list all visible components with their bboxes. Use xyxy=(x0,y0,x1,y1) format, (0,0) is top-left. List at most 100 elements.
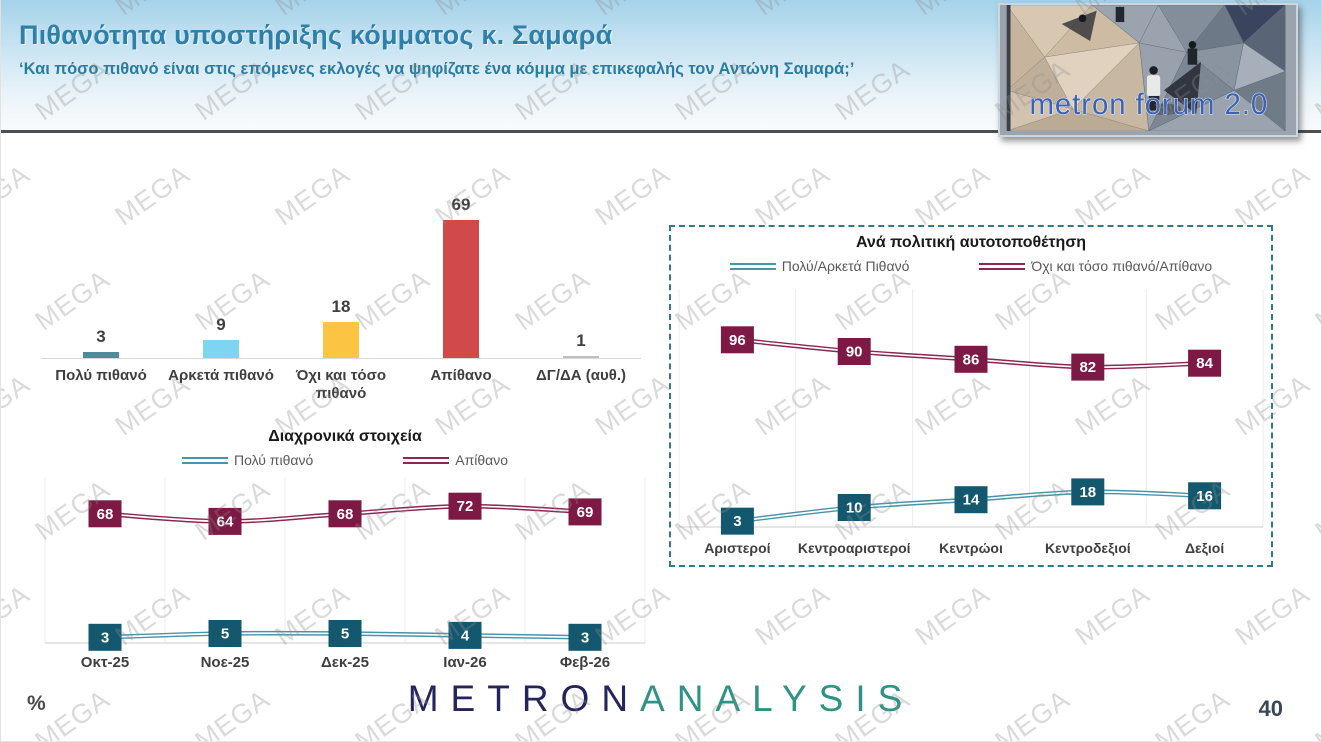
probability-bar-chart: 3 9 18 69 1 Πολύ πιθανό Αρκετά πιθανό Όχι και … xyxy=(41,190,641,403)
svg-text:68: 68 xyxy=(97,506,114,523)
data-label: 3 xyxy=(88,623,122,651)
metron-analysis-logo: METRONANALYSIS xyxy=(1,678,1321,720)
trend-line-chart: Διαχρονικά στοιχεία Πολύ πιθανό Απίθανο 3… xyxy=(39,428,651,681)
x-axis-label: Κεντρώοι xyxy=(939,540,1003,556)
bar-value-label: 69 xyxy=(451,195,471,214)
data-label: 68 xyxy=(88,500,122,528)
svg-text:90: 90 xyxy=(846,344,863,361)
data-label: 86 xyxy=(954,345,988,373)
bar xyxy=(203,340,239,358)
svg-text:96: 96 xyxy=(729,332,746,349)
watermark-text: MEGA xyxy=(1069,578,1156,652)
page-title: Πιθανότητα υποστήριξης κόμματος κ. Σαμαρ… xyxy=(19,20,613,50)
svg-text:5: 5 xyxy=(341,626,349,643)
data-label: 72 xyxy=(448,492,482,520)
legend-item: Πολύ πιθανό xyxy=(181,452,314,468)
data-label: 10 xyxy=(837,494,871,521)
svg-text:3: 3 xyxy=(101,629,109,646)
watermark-text: MEGA xyxy=(1,158,36,232)
legend-item: Όχι και τόσο πιθανό/Απίθανο xyxy=(979,258,1212,274)
bar-category-label: Αρκετά πιθανό xyxy=(168,367,274,384)
data-label: 68 xyxy=(328,500,362,528)
data-label: 18 xyxy=(1071,478,1105,506)
bar-column: 3 xyxy=(41,327,161,358)
bar xyxy=(323,322,359,358)
bar-plot-area: 3 9 18 69 1 xyxy=(41,190,641,359)
bar-column: 9 xyxy=(161,315,281,358)
legend-label: Πολύ πιθανό xyxy=(233,452,314,468)
watermark-text: MEGA xyxy=(1,368,36,442)
bar-column: 1 xyxy=(521,331,641,358)
brand-metron: METRON xyxy=(407,678,641,719)
bar-column: 69 xyxy=(401,195,521,358)
svg-text:5: 5 xyxy=(221,626,229,643)
bar-category-label: Απίθανο xyxy=(430,367,492,384)
x-axis-label: Κεντροδεξιοί xyxy=(1045,540,1131,556)
data-label: 84 xyxy=(1188,349,1222,377)
svg-text:3: 3 xyxy=(733,513,741,530)
placement-legend: Πολύ/Αρκετά Πιθανό Όχι και τόσο πιθανό/Απ… xyxy=(671,257,1271,275)
x-axis-label: Οκτ-25 xyxy=(81,654,129,671)
svg-text:14: 14 xyxy=(963,492,980,509)
legend-label: Απίθανο xyxy=(455,452,509,468)
header-text: Πιθανότητα υποστήριξης κόμματος κ. Σαμαρ… xyxy=(19,20,969,80)
header: Πιθανότητα υποστήριξης κόμματος κ. Σαμαρ… xyxy=(1,0,1321,137)
legend-item: Πολύ/Αρκετά Πιθανό xyxy=(729,258,910,274)
trend-legend: Πολύ πιθανό Απίθανο xyxy=(39,451,651,469)
watermark-text: MEGA xyxy=(1229,158,1316,232)
placement-chart-title: Ανά πολιτική αυτοτοποθέτηση xyxy=(855,234,1087,251)
x-axis-label: Δεξιοί xyxy=(1185,540,1224,556)
watermark-text: MEGA xyxy=(749,578,836,652)
data-label: 5 xyxy=(208,620,242,647)
trend-line-svg: 3 5 5 4 3 68 64 68 72 69 Οκτ-25 Νοε-25 Δεκ-25 Ιαν-26 Φ… xyxy=(44,477,646,671)
data-label: 4 xyxy=(448,621,482,649)
bar-value-label: 1 xyxy=(576,331,586,350)
data-label: 69 xyxy=(568,498,602,526)
data-label: 5 xyxy=(328,620,362,647)
x-axis-label: Κεντροαριστεροί xyxy=(798,540,911,556)
watermark-text: MEGA xyxy=(749,158,836,232)
percent-unit-label: % xyxy=(27,692,46,715)
bar xyxy=(443,220,479,358)
bar-category-label: Όχι και τόσο πιθανό xyxy=(295,367,387,402)
svg-text:84: 84 xyxy=(1196,355,1213,372)
people-figures xyxy=(1061,6,1201,115)
svg-text:3: 3 xyxy=(581,629,589,646)
svg-text:64: 64 xyxy=(217,513,234,530)
page-subtitle: ‘Και πόσο πιθανό είναι στις επόμενες εκλ… xyxy=(19,60,855,78)
svg-text:4: 4 xyxy=(461,627,470,644)
bar xyxy=(83,352,119,358)
x-axis-label: Αριστεροί xyxy=(704,540,770,556)
legend-label: Όχι και τόσο πιθανό/Απίθανο xyxy=(1031,258,1213,274)
bar-category-labels: Πολύ πιθανό Αρκετά πιθανό Όχι και τόσο πιθ… xyxy=(41,367,641,403)
metron-forum-caption: metron forum 2.0 xyxy=(1029,88,1268,121)
legend-line-swatch xyxy=(729,262,776,270)
data-label: 3 xyxy=(568,623,602,651)
legend-label: Πολύ/Αρκετά Πιθανό xyxy=(781,258,910,274)
watermark-text: MEGA xyxy=(1,578,36,652)
watermark-text: MEGA xyxy=(909,578,996,652)
brand-analysis: ANALYSIS xyxy=(640,678,915,719)
bar-column: 18 xyxy=(281,297,401,358)
x-axis-label: Φεβ-26 xyxy=(560,654,610,671)
svg-text:10: 10 xyxy=(846,500,863,517)
legend-line-swatch xyxy=(181,456,228,464)
svg-text:82: 82 xyxy=(1079,359,1096,376)
bar xyxy=(563,356,599,358)
bar-value-label: 9 xyxy=(216,315,226,334)
watermark-text: MEGA xyxy=(1309,473,1321,547)
data-label: 64 xyxy=(208,507,242,535)
x-axis-label: Νοε-25 xyxy=(201,654,250,671)
svg-text:69: 69 xyxy=(577,504,594,521)
data-label: 90 xyxy=(837,338,871,365)
svg-text:72: 72 xyxy=(457,498,474,515)
data-label: 96 xyxy=(720,326,754,354)
bar-category-label: Πολύ πιθανό xyxy=(55,367,147,384)
watermark-text: MEGA xyxy=(1309,263,1321,337)
x-axis-label: Δεκ-25 xyxy=(321,654,369,671)
legend-line-swatch xyxy=(979,262,1026,270)
x-axis-label: Ιαν-26 xyxy=(443,654,486,671)
bar-value-label: 18 xyxy=(331,297,351,316)
trend-chart-title: Διαχρονικά στοιχεία xyxy=(268,428,422,445)
